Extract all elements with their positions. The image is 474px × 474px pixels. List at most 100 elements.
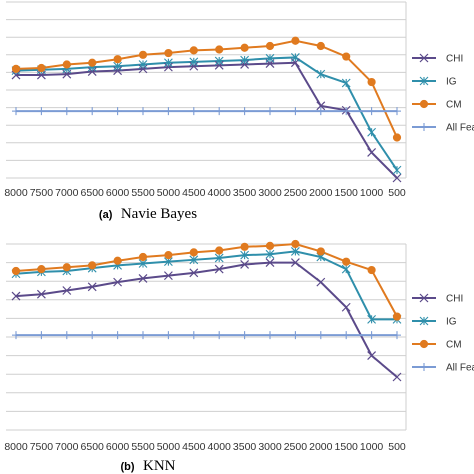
legend-marker-ig: [419, 76, 429, 86]
x-tick-label: 3500: [233, 187, 257, 199]
x-tick-label: 1500: [335, 187, 359, 199]
data-point-cm: [88, 58, 97, 67]
data-point-cm: [265, 241, 275, 250]
legend-label-ig: IG: [446, 317, 457, 328]
series-line-chi: [15, 261, 398, 378]
series-line-cm: [15, 242, 398, 318]
legend-label-all-feat: All Feat: [446, 363, 474, 374]
data-point-chi: [138, 64, 148, 74]
x-tick-label: 8000: [4, 187, 28, 199]
series-line-ig: [15, 56, 398, 171]
data-point-all-feat: [164, 107, 173, 116]
data-point-cm: [240, 43, 249, 52]
x-tick-label: 2500: [284, 441, 308, 453]
legend-marker-all-feat: [420, 363, 428, 371]
data-point-ig: [214, 56, 224, 66]
legend-marker-cm: [419, 99, 429, 109]
data-point-all-feat: [139, 331, 147, 340]
data-point-chi: [290, 258, 300, 268]
data-point-cm: [265, 41, 275, 51]
data-point-cm: [367, 265, 376, 275]
data-point-chi: [113, 66, 123, 76]
data-point-all-feat: [215, 107, 224, 116]
x-tick-label: 4000: [208, 441, 232, 453]
data-point-all-feat: [266, 107, 274, 116]
data-point-chi: [87, 282, 97, 292]
data-point-chi: [392, 372, 402, 382]
data-point-all-feat: [215, 331, 224, 340]
data-point-all-feat: [113, 107, 122, 116]
x-tick-label: 5000: [157, 187, 181, 199]
data-point-cm: [291, 36, 300, 45]
data-point-all-feat: [88, 331, 97, 340]
data-point-all-feat: [12, 107, 20, 116]
x-tick-label: 5500: [131, 441, 155, 453]
data-point-cm: [11, 266, 21, 276]
data-point-cm: [316, 41, 325, 51]
data-point-all-feat: [62, 107, 71, 116]
data-point-cm: [240, 242, 249, 251]
series-line-cm: [15, 39, 398, 138]
data-point-chi: [163, 62, 173, 72]
data-point-chi: [214, 264, 224, 274]
chart-title: KNN: [143, 458, 176, 474]
data-point-all-feat: [316, 331, 325, 340]
data-point-all-feat: [113, 331, 122, 340]
data-point-all-feat: [291, 107, 300, 116]
x-tick-labels: 8000 7500 7000 6500 6000 5500 5000 4500 4000 3500…: [4, 441, 406, 453]
data-point-ig: [367, 127, 376, 137]
x-tick-label: 1000: [360, 187, 384, 199]
chart-panel-knn: 8000 7500 7000 6500 6000 5500 5000 4500 4000 3500…: [4, 239, 474, 474]
data-point-chi: [62, 286, 72, 295]
x-tick-label: 5000: [157, 441, 181, 453]
x-tick-label: 500: [388, 441, 406, 453]
x-tick-label: 7000: [55, 187, 79, 199]
data-point-cm: [113, 55, 122, 64]
x-tick-label: 2000: [309, 187, 333, 199]
data-point-cm: [392, 312, 402, 321]
data-point-all-feat: [12, 331, 20, 340]
x-tick-label: 7500: [30, 187, 54, 199]
data-point-cm: [215, 246, 224, 255]
data-point-chi: [367, 351, 377, 361]
chart-title: Navie Bayes: [121, 206, 197, 222]
data-point-all-feat: [189, 331, 198, 340]
data-point-cm: [215, 45, 224, 54]
x-tick-label: 6500: [81, 441, 105, 453]
data-point-chi: [11, 291, 21, 301]
legend: CHI IG CM All Feat: [412, 294, 474, 374]
x-tick-label: 7000: [55, 441, 79, 453]
legend-marker-cm: [419, 339, 429, 349]
data-point-cm: [392, 133, 402, 142]
legend-marker-chi: [419, 293, 429, 303]
x-tick-label: 3000: [258, 441, 282, 453]
data-point-ig: [341, 264, 351, 274]
legend-label-chi: CHI: [446, 294, 463, 305]
data-point-chi: [163, 271, 173, 281]
data-point-all-feat: [367, 107, 376, 116]
data-point-chi: [113, 277, 123, 287]
data-point-chi: [189, 268, 199, 278]
data-point-ig: [113, 61, 122, 71]
data-point-ig: [164, 58, 173, 68]
data-point-ig: [138, 60, 148, 69]
data-point-all-feat: [393, 107, 401, 116]
data-point-cm: [62, 60, 71, 69]
data-point-chi: [189, 61, 199, 71]
data-point-cm: [88, 261, 97, 270]
data-point-all-feat: [266, 331, 274, 340]
x-tick-label: 2000: [309, 441, 333, 453]
data-point-cm: [11, 64, 21, 73]
series-markers: [11, 239, 402, 382]
gridlines: [6, 1, 407, 179]
data-point-chi: [240, 60, 250, 69]
data-point-chi: [138, 273, 148, 283]
x-tick-label: 3000: [258, 187, 282, 199]
x-tick-label: 6000: [106, 441, 130, 453]
data-point-all-feat: [240, 331, 249, 340]
x-tick-label: 6000: [106, 187, 130, 199]
data-point-ig: [189, 255, 199, 265]
data-point-chi: [87, 67, 97, 76]
panel-label: (b): [121, 461, 135, 473]
x-tick-label: 4500: [182, 441, 206, 453]
